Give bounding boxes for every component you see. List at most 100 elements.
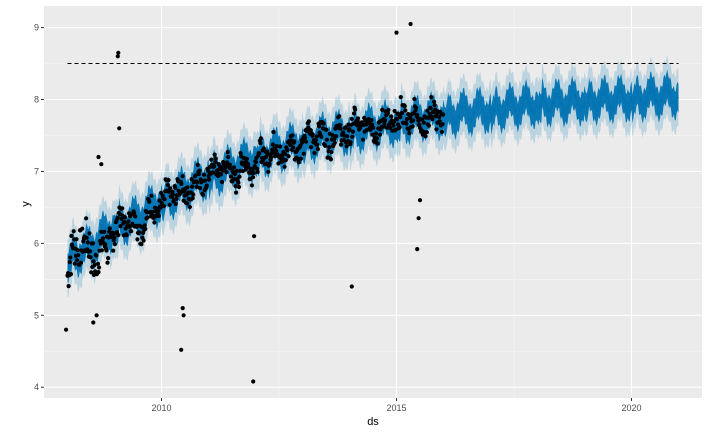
observed-point	[152, 220, 157, 225]
y-tick-label: 6	[34, 238, 39, 248]
observed-point	[338, 142, 344, 147]
observed-point	[149, 193, 154, 198]
observed-point	[249, 183, 254, 188]
observed-point	[200, 192, 205, 197]
observed-point	[253, 160, 258, 165]
observed-point	[392, 108, 397, 114]
observed-point	[399, 111, 405, 116]
observed-point	[96, 270, 101, 275]
observed-point	[394, 117, 399, 122]
observed-point	[89, 270, 94, 275]
observed-point	[269, 155, 274, 160]
observed-point	[290, 133, 295, 138]
observed-point	[370, 132, 375, 137]
observed-point	[71, 229, 76, 234]
observed-point	[251, 175, 256, 180]
observed-point	[226, 154, 231, 160]
observed-point	[174, 196, 179, 201]
observed-point	[194, 184, 199, 189]
observed-point	[417, 122, 422, 127]
outlier-point	[179, 347, 184, 352]
observed-point	[271, 129, 276, 135]
observed-point	[168, 186, 173, 191]
observed-point	[173, 185, 178, 191]
observed-point	[283, 151, 288, 156]
observed-point	[132, 210, 137, 215]
observed-point	[408, 115, 413, 120]
observed-point	[209, 157, 214, 162]
observed-point	[118, 224, 123, 229]
observed-point	[69, 233, 74, 238]
observed-point	[166, 178, 171, 183]
observed-point	[97, 265, 102, 270]
observed-point	[141, 238, 146, 243]
outlier-point	[96, 154, 101, 160]
observed-point	[261, 146, 266, 151]
observed-point	[233, 184, 238, 189]
observed-point	[68, 272, 73, 277]
observed-point	[156, 213, 161, 218]
observed-point	[321, 121, 326, 126]
observed-point	[312, 150, 317, 156]
observed-point	[229, 174, 234, 179]
observed-point	[350, 134, 355, 139]
observed-point	[304, 139, 309, 144]
observed-point	[111, 248, 116, 253]
observed-point	[344, 144, 349, 149]
observed-point	[316, 124, 322, 129]
observed-point	[84, 216, 89, 221]
observed-point	[432, 103, 437, 108]
observed-point	[291, 145, 296, 150]
observed-point	[234, 190, 239, 195]
y-tick-label: 7	[34, 166, 39, 176]
outlier-point	[180, 306, 185, 311]
observed-point	[308, 128, 313, 133]
observed-point	[309, 145, 314, 150]
observed-point	[224, 170, 229, 175]
observed-point	[402, 104, 407, 109]
observed-point	[369, 118, 374, 123]
observed-point	[343, 125, 348, 130]
observed-point	[375, 136, 380, 141]
observed-point	[270, 142, 275, 147]
observed-point	[80, 226, 85, 231]
observed-point	[207, 177, 212, 182]
observed-point	[274, 148, 279, 153]
observed-point	[218, 172, 223, 177]
observed-point	[90, 241, 95, 246]
observed-point	[91, 259, 96, 264]
observed-point	[227, 162, 232, 167]
observed-point	[345, 134, 350, 139]
observed-point	[203, 178, 208, 183]
observed-point	[351, 111, 357, 116]
observed-point	[147, 199, 152, 204]
observed-point	[323, 143, 328, 148]
observed-point	[255, 169, 260, 174]
observed-point	[380, 107, 385, 112]
observed-point	[398, 115, 403, 120]
observed-point	[329, 149, 334, 155]
observed-point	[185, 201, 190, 206]
observed-point	[190, 196, 195, 201]
observed-point	[68, 255, 73, 260]
x-tick-label: 2020	[621, 403, 641, 413]
observed-point	[232, 176, 237, 182]
outlier-point	[252, 234, 257, 239]
observed-point	[234, 168, 239, 173]
observed-point	[102, 229, 107, 234]
observed-point	[225, 160, 230, 165]
observed-point	[333, 134, 339, 139]
observed-point	[191, 192, 196, 197]
observed-point	[212, 152, 217, 157]
outlier-point	[415, 247, 420, 252]
observed-point	[210, 170, 216, 175]
observed-point	[107, 226, 112, 231]
observed-point	[122, 220, 127, 225]
observed-point	[398, 95, 403, 100]
observed-point	[88, 249, 93, 254]
observed-point	[278, 144, 283, 149]
observed-point	[145, 215, 150, 220]
observed-point	[314, 134, 319, 139]
observed-point	[258, 136, 264, 141]
observed-points	[64, 21, 446, 384]
